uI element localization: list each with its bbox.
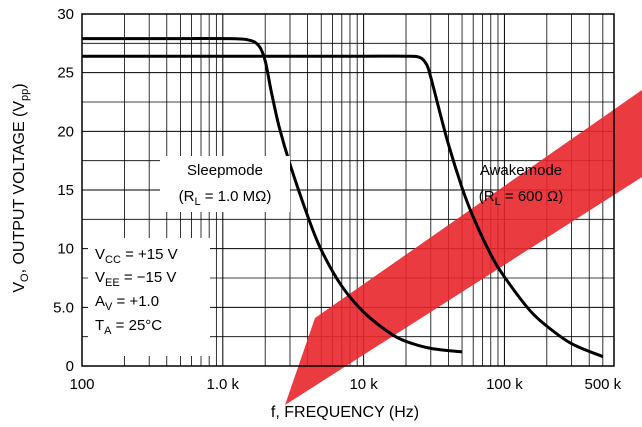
condition-vcc: VCC = +15 V [95, 246, 178, 266]
condition-vee: VEE = −15 V [95, 269, 176, 289]
tick-layer: 0 5.0 10 15 20 25 30 100 1.0 k 10 k 100 k 500 k [53, 6, 622, 393]
condition-ta: TA = 25°C [95, 317, 162, 337]
y-tick-label: 0 [66, 358, 74, 375]
y-tick-label: 20 [57, 123, 74, 140]
y-tick-label: 10 [57, 241, 74, 258]
x-tick-label: 1.0 k [207, 376, 240, 393]
condition-av: AV = +1.0 [95, 293, 159, 313]
x-tick-label: 100 k [486, 376, 523, 393]
x-tick-label: 10 k [349, 376, 378, 393]
awakemode-label-line1: Awakemode [480, 162, 562, 179]
awakemode-label-line2: (RL = 600 Ω) [479, 188, 563, 208]
sleepmode-label-bg [160, 156, 290, 212]
y-tick-label: 25 [57, 65, 74, 82]
series-line-awakemode [82, 54, 604, 358]
plot-frame [81, 13, 615, 367]
eepw-watermark [285, 90, 642, 405]
conditions-bg [88, 238, 210, 356]
y-axis-label: VO, OUTPUT VOLTAGE (Vpp) [11, 83, 31, 292]
y-tick-label: 15 [57, 182, 74, 199]
y-tick-label: 30 [57, 6, 74, 23]
y-tick-label: 5.0 [53, 299, 74, 316]
x-axis-label: f, FREQUENCY (Hz) [271, 404, 419, 421]
x-tick-label: 100 [69, 376, 94, 393]
sleepmode-label-line2: (RL = 1.0 MΩ) [179, 188, 272, 208]
sleepmode-label-line1: Sleepmode [187, 162, 263, 179]
x-tick-label: 500 k [584, 376, 621, 393]
